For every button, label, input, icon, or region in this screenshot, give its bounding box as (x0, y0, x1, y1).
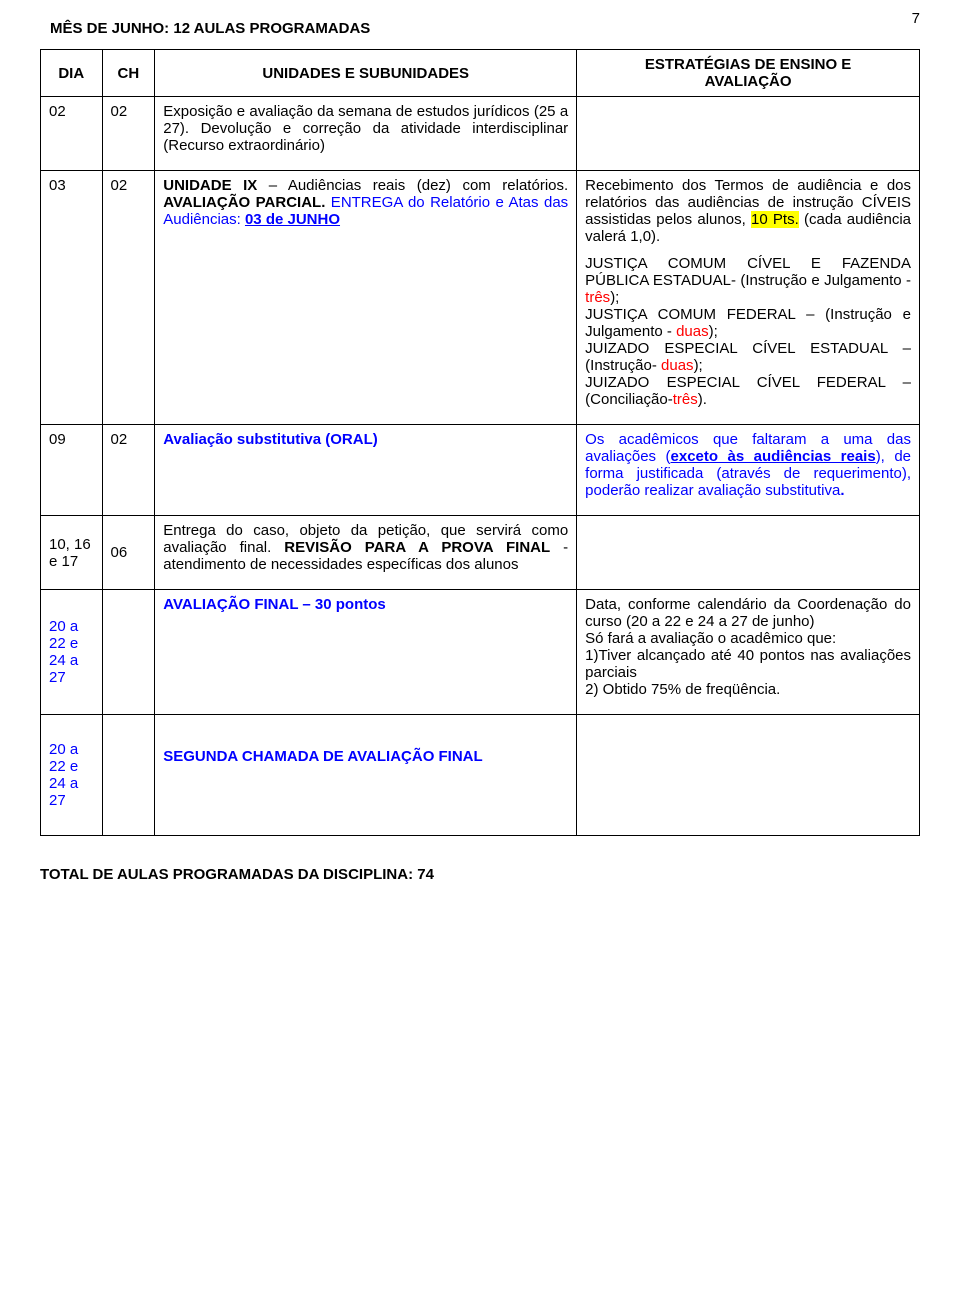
table-row: 10, 16 e 17 06 Entrega do caso, objeto d… (41, 516, 920, 590)
th-units: UNIDADES E SUBUNIDADES (155, 50, 577, 97)
cell-units: Entrega do caso, objeto da petição, que … (155, 516, 577, 590)
strategy-blue-dot: . (840, 482, 844, 499)
strategy-blue-uline: exceto às audiências reais (671, 448, 876, 465)
section-title: MÊS DE JUNHO: 12 AULAS PROGRAMADAS (50, 20, 920, 37)
th-strategy-line1: ESTRATÉGIAS DE ENSINO E (645, 56, 851, 73)
cell-dia: 20 a 22 e 24 a 27 (41, 590, 103, 715)
unit-date: 03 de JUNHO (245, 211, 340, 228)
cell-dia: 09 (41, 425, 103, 516)
strategy-mark: 10 Pts. (751, 211, 799, 228)
strategy-text: JUIZADO ESPECIAL CÍVEL ESTADUAL – (Instr… (585, 340, 911, 374)
strategy-text: 2) Obtido 75% de freqüência. (585, 681, 911, 698)
cell-units: Avaliação substitutiva (ORAL) (155, 425, 577, 516)
strategy-text: JUSTIÇA COMUM FEDERAL – (Instrução e Jul… (585, 306, 911, 340)
cell-ch: 06 (102, 516, 155, 590)
table-row: 02 02 Exposição e avaliação da semana de… (41, 97, 920, 171)
strategy-red: duas (676, 323, 709, 340)
cell-strategy (577, 516, 920, 590)
strategy-red: três (585, 289, 610, 306)
th-dia: DIA (41, 50, 103, 97)
th-strategy: ESTRATÉGIAS DE ENSINO E AVALIAÇÃO (577, 50, 920, 97)
unit-blue-bold: SEGUNDA CHAMADA DE AVALIAÇÃO FINAL (163, 748, 482, 765)
cell-ch (102, 590, 155, 715)
cell-dia: 02 (41, 97, 103, 171)
footer-total: TOTAL DE AULAS PROGRAMADAS DA DISCIPLINA… (40, 866, 920, 883)
cell-dia: 20 a 22 e 24 a 27 (41, 715, 103, 836)
strategy-text: Só fará a avaliação o acadêmico que: (585, 630, 911, 647)
strategy-red: três (673, 391, 698, 408)
unit-label: UNIDADE IX (163, 177, 257, 194)
unit-text: – Audiências reais (dez) com relatórios. (257, 177, 568, 194)
strategy-text: ). (698, 391, 707, 408)
units-text: Exposição e avaliação da semana de estud… (163, 103, 568, 154)
strategy-red: duas (661, 357, 694, 374)
cell-units: SEGUNDA CHAMADA DE AVALIAÇÃO FINAL (155, 715, 577, 836)
strategy-text: ); (709, 323, 718, 340)
cell-dia: 10, 16 e 17 (41, 516, 103, 590)
cell-ch: 02 (102, 171, 155, 425)
schedule-table: DIA CH UNIDADES E SUBUNIDADES ESTRATÉGIA… (40, 49, 920, 836)
unit-blue-bold: Avaliação substitutiva (ORAL) (163, 431, 377, 448)
strategy-text: Data, conforme calendário da Coordenação… (585, 596, 911, 630)
unit-blue-bold: AVALIAÇÃO FINAL – 30 pontos (163, 596, 386, 613)
strategy-text: 1)Tiver alcançado até 40 pontos nas aval… (585, 647, 911, 681)
th-strategy-line2: AVALIAÇÃO (705, 73, 792, 90)
page-number: 7 (912, 10, 920, 27)
cell-strategy: Os acadêmicos que faltaram a uma das ava… (577, 425, 920, 516)
table-row: 03 02 UNIDADE IX – Audiências reais (dez… (41, 171, 920, 425)
cell-units: AVALIAÇÃO FINAL – 30 pontos (155, 590, 577, 715)
strategy-text: ); (610, 289, 619, 306)
strategy-text: JUSTIÇA COMUM CÍVEL E FAZENDA PÚBLICA ES… (585, 255, 911, 289)
cell-dia: 03 (41, 171, 103, 425)
cell-ch: 02 (102, 425, 155, 516)
th-ch: CH (102, 50, 155, 97)
table-row: 20 a 22 e 24 a 27 SEGUNDA CHAMADA DE AVA… (41, 715, 920, 836)
unit-bold: REVISÃO PARA A PROVA FINAL (284, 539, 550, 556)
cell-strategy (577, 97, 920, 171)
strategy-text: ); (694, 357, 703, 374)
unit-bold: AVALIAÇÃO PARCIAL. (163, 194, 325, 211)
cell-units: UNIDADE IX – Audiências reais (dez) com … (155, 171, 577, 425)
table-row: 20 a 22 e 24 a 27 AVALIAÇÃO FINAL – 30 p… (41, 590, 920, 715)
table-row: 09 02 Avaliação substitutiva (ORAL) Os a… (41, 425, 920, 516)
cell-ch (102, 715, 155, 836)
cell-strategy (577, 715, 920, 836)
cell-strategy: Data, conforme calendário da Coordenação… (577, 590, 920, 715)
strategy-text: JUIZADO ESPECIAL CÍVEL FEDERAL – (Concil… (585, 374, 911, 408)
cell-units: Exposição e avaliação da semana de estud… (155, 97, 577, 171)
cell-strategy: Recebimento dos Termos de audiência e do… (577, 171, 920, 425)
cell-ch: 02 (102, 97, 155, 171)
